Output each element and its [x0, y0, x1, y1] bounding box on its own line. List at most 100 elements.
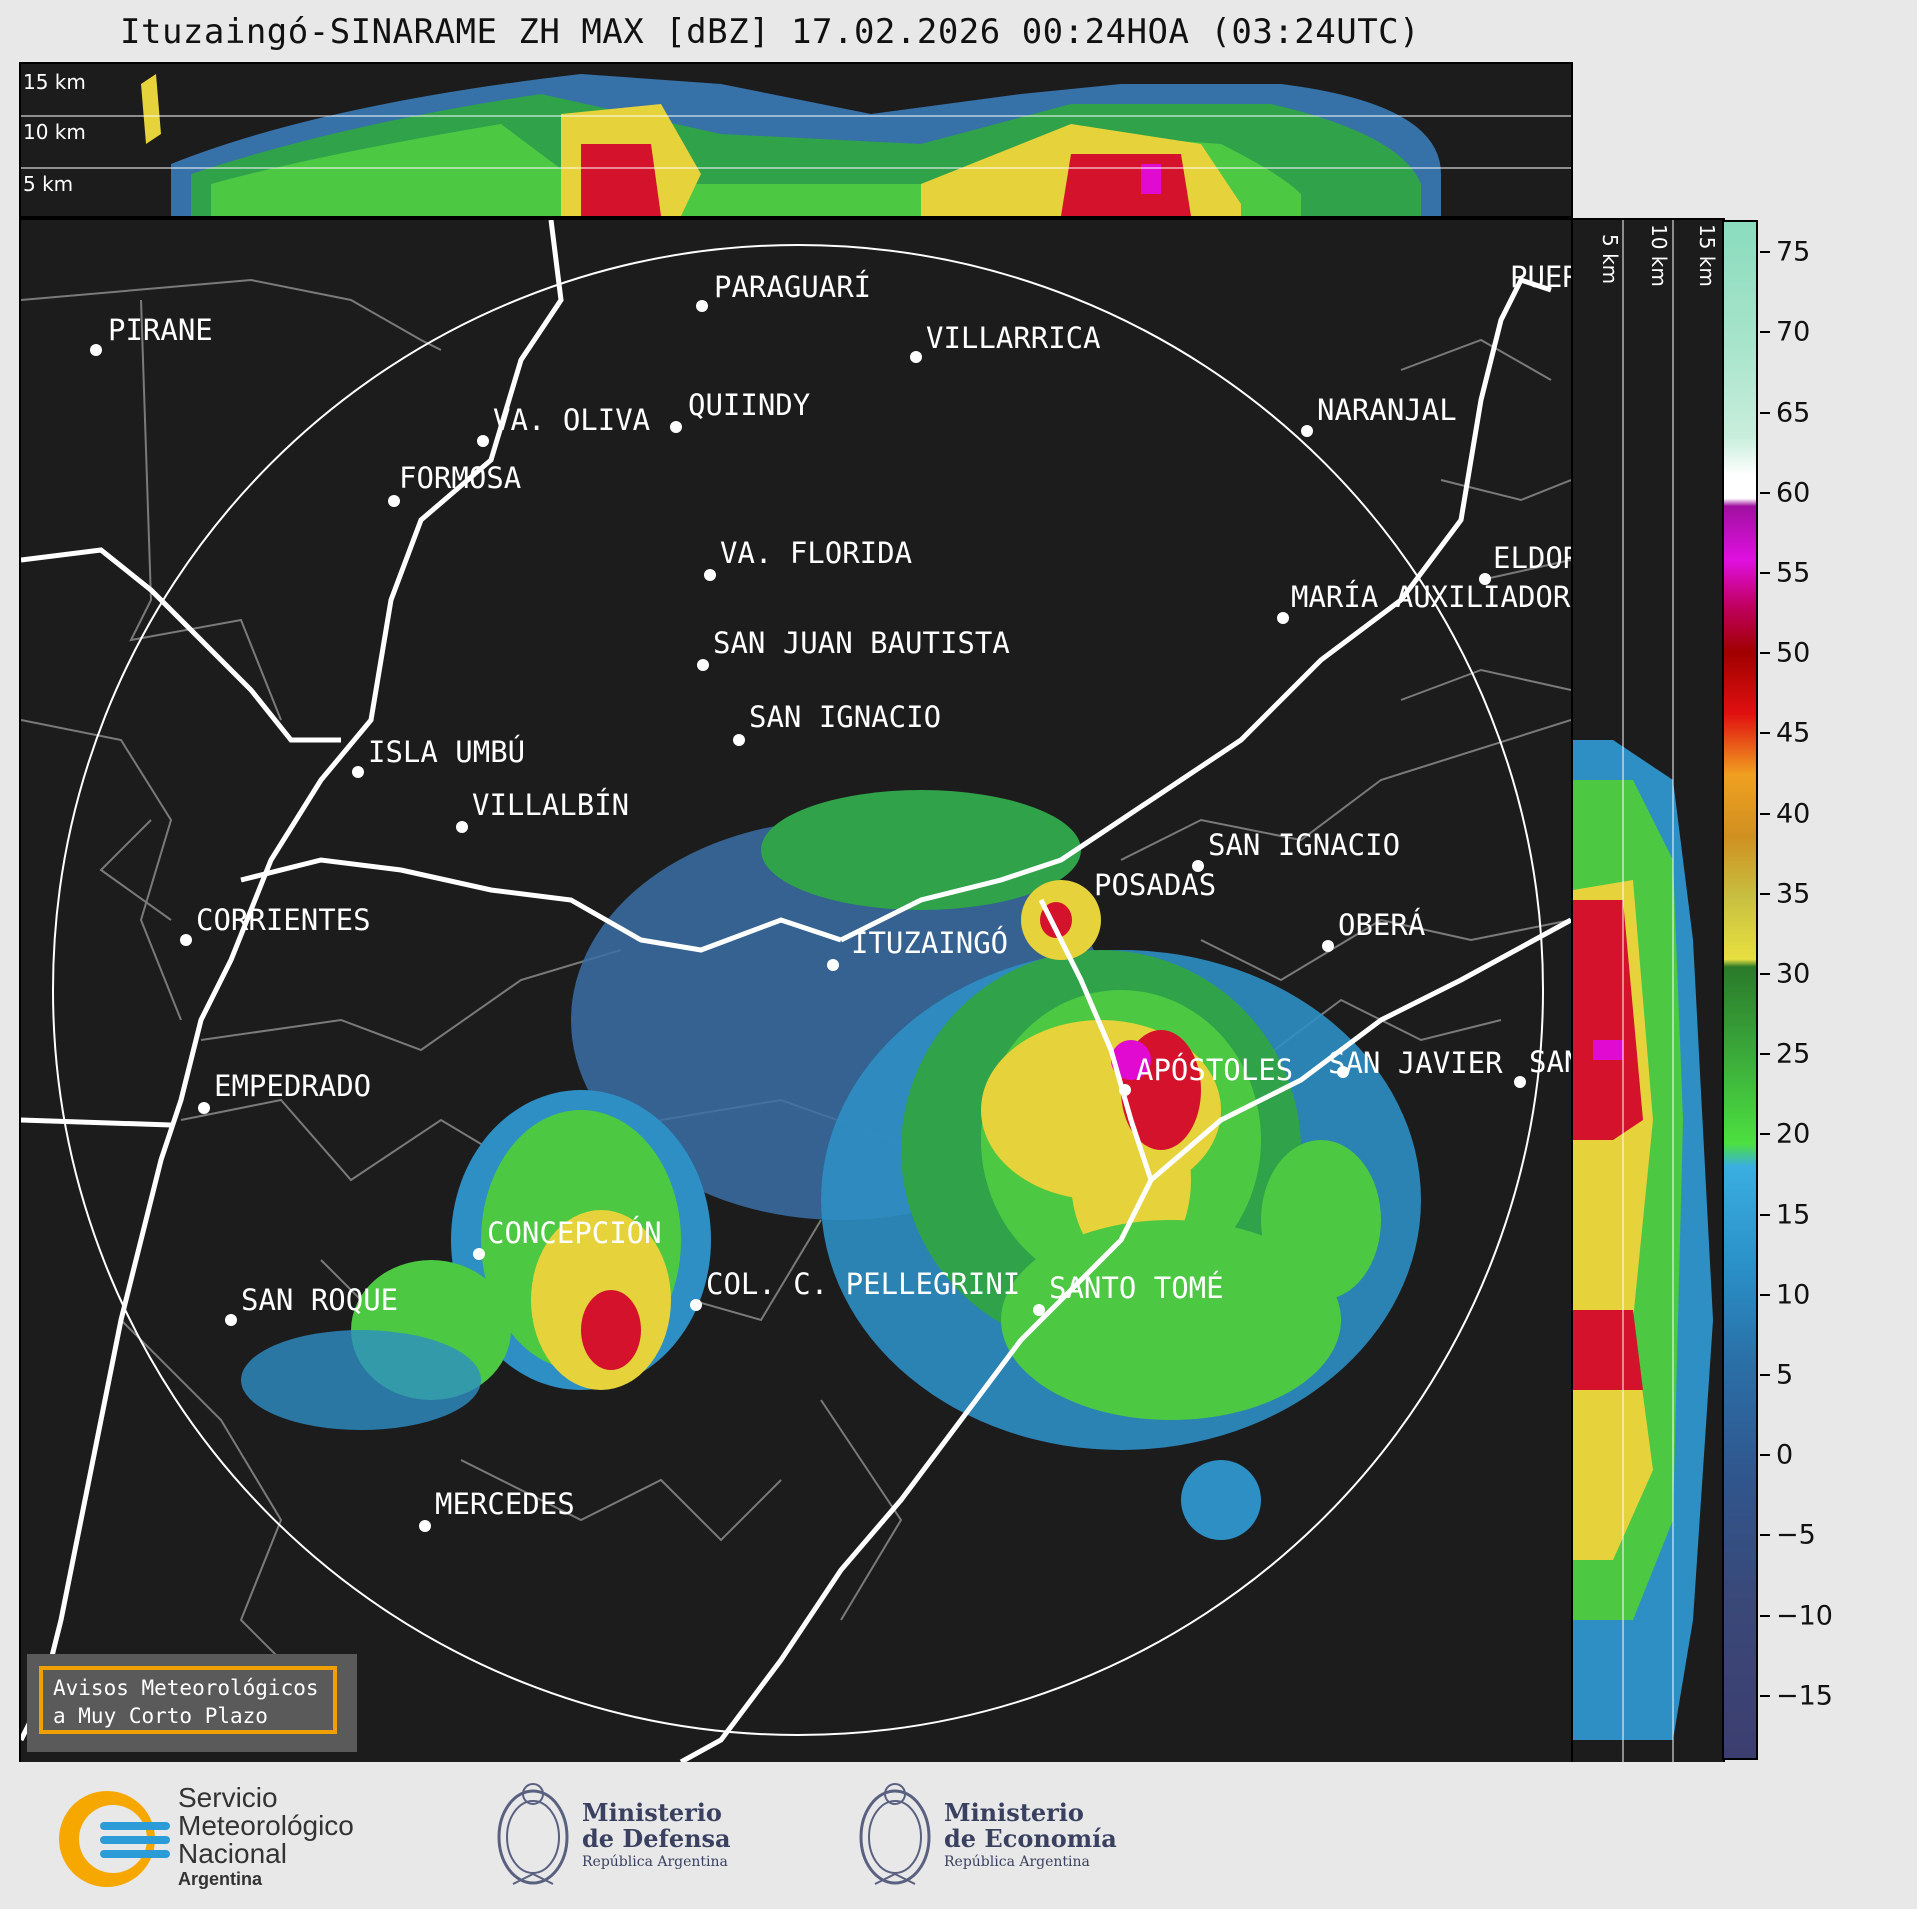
city-marker	[477, 435, 489, 447]
reflectivity-colorbar	[1722, 220, 1758, 1760]
city-label: SAN	[1529, 1045, 1571, 1079]
colorbar-tick	[1760, 1694, 1770, 1697]
city-label: SAN IGNACIO	[1208, 828, 1400, 862]
smn-text: Servicio Meteorológico Nacional Argentin…	[178, 1784, 354, 1890]
city-label: MARÍA AUXILIADORA	[1291, 580, 1571, 614]
city-label: ITUZAINGÓ	[851, 926, 1008, 960]
city-label: POSADAS	[1094, 868, 1216, 902]
city-marker	[419, 1520, 431, 1532]
city-marker	[388, 495, 400, 507]
colorbar-tick	[1760, 331, 1770, 334]
city-label: SAN ROQUE	[241, 1283, 398, 1317]
city-marker	[180, 934, 192, 946]
smn-line2: Meteorológico	[178, 1810, 354, 1841]
side-altitude-15km: 15 km	[1695, 224, 1719, 287]
city-marker	[1301, 425, 1313, 437]
colorbar-tick-label: 50	[1776, 637, 1811, 669]
city-marker	[1119, 1084, 1131, 1096]
colorbar-tick-label: 0	[1776, 1439, 1794, 1471]
city-marker	[733, 734, 745, 746]
city-label: APÓSTOLES	[1136, 1053, 1293, 1087]
defensa-line3: República Argentina	[582, 1854, 728, 1870]
city-label: EMPEDRADO	[214, 1069, 371, 1103]
colorbar-tick	[1760, 251, 1770, 254]
range-ring	[52, 244, 1544, 1736]
city-marker	[1337, 1066, 1349, 1078]
city-marker	[670, 421, 682, 433]
city-label: MERCEDES	[435, 1487, 575, 1521]
altitude-label-5km: 5 km	[23, 172, 74, 196]
colorbar-tick	[1760, 491, 1770, 494]
colorbar-tick-label: 55	[1776, 557, 1811, 589]
colorbar-tick-label: 35	[1776, 878, 1811, 910]
colorbar-tick-label: 75	[1776, 236, 1811, 268]
colorbar-tick-label: 65	[1776, 397, 1811, 428]
colorbar-tick	[1760, 1454, 1770, 1457]
colorbar-tick	[1760, 1133, 1770, 1136]
city-label: VA. OLIVA	[493, 403, 650, 437]
city-label: SAN JAVIER	[1328, 1046, 1503, 1080]
city-markers: PIRANE PARAGUARÍ VILLARRICA QUIINDY VA. …	[90, 260, 1571, 1532]
economia-text: Ministerio de Economía República Argenti…	[944, 1800, 1117, 1872]
city-label: FORMOSA	[399, 461, 521, 495]
chart-title: Ituzaingó-SINARAME ZH MAX [dBZ] 17.02.20…	[120, 12, 1421, 52]
top-echo-profile	[21, 74, 1571, 216]
city-marker	[225, 1314, 237, 1326]
aviso-box[interactable]: Avisos Meteorológicos a Muy Corto Plazo	[27, 1654, 357, 1752]
city-marker	[1322, 940, 1334, 952]
rivers	[21, 220, 1571, 1762]
city-marker	[1277, 612, 1289, 624]
aviso-link[interactable]: Avisos Meteorológicos a Muy Corto Plazo	[39, 1666, 337, 1734]
city-marker	[690, 1299, 702, 1311]
colorbar-tick	[1760, 892, 1770, 895]
city-label: VA. FLORIDA	[720, 536, 912, 570]
city-marker	[456, 821, 468, 833]
city-label: OBERÁ	[1338, 908, 1425, 942]
city-marker	[473, 1248, 485, 1260]
city-label: NARANJAL	[1317, 393, 1457, 427]
colorbar-tick	[1760, 1614, 1770, 1617]
footer: Servicio Meteorológico Nacional Argentin…	[0, 1762, 1917, 1909]
smn-line3: Nacional	[178, 1838, 287, 1869]
city-label: CORRIENTES	[196, 903, 371, 937]
defensa-seal-icon	[497, 1783, 569, 1885]
city-label: QUIINDY	[688, 388, 810, 422]
colorbar-tick-label: 30	[1776, 958, 1811, 990]
colorbar-tick	[1760, 1053, 1770, 1056]
city-marker	[198, 1102, 210, 1114]
economia-line3: República Argentina	[944, 1854, 1090, 1870]
aviso-line1: Avisos Meteorológicos	[53, 1676, 319, 1700]
colorbar-tick	[1760, 571, 1770, 574]
defensa-line2: de Defensa	[582, 1824, 731, 1853]
city-marker	[827, 959, 839, 971]
aviso-line2: a Muy Corto Plazo	[53, 1704, 268, 1728]
colorbar-tick-label: −10	[1776, 1600, 1833, 1632]
colorbar-tick-label: 45	[1776, 717, 1811, 749]
city-marker	[696, 300, 708, 312]
colorbar-tick-label: 20	[1776, 1118, 1811, 1150]
colorbar-tick-label: 10	[1776, 1279, 1811, 1311]
altitude-label-10km: 10 km	[23, 120, 86, 144]
altitude-label-15km: 15 km	[23, 70, 86, 94]
city-label: CONCEPCIÓN	[487, 1216, 662, 1250]
city-label: SAN JUAN BAUTISTA	[713, 626, 1010, 660]
smn-line1: Servicio	[178, 1782, 278, 1813]
city-marker	[1479, 573, 1491, 585]
colorbar-tick	[1760, 972, 1770, 975]
city-label: PUERTO	[1510, 260, 1571, 294]
smn-line4: Argentina	[178, 1869, 263, 1889]
colorbar-tick-label: −15	[1776, 1680, 1833, 1712]
colorbar-tick	[1760, 1213, 1770, 1216]
colorbar-tick	[1760, 732, 1770, 735]
city-marker	[1033, 1304, 1045, 1316]
city-marker	[90, 344, 102, 356]
colorbar-tick-label: 70	[1776, 316, 1811, 348]
defensa-text: Ministerio de Defensa República Argentin…	[582, 1800, 731, 1872]
city-marker	[1514, 1076, 1526, 1088]
colorbar-tick-label: 60	[1776, 477, 1811, 509]
city-marker	[910, 351, 922, 363]
city-marker	[697, 659, 709, 671]
map-canvas: PIRANE PARAGUARÍ VILLARRICA QUIINDY VA. …	[21, 220, 1571, 1762]
colorbar-tick-label: 5	[1776, 1359, 1794, 1391]
colorbar-tick-label: 40	[1776, 798, 1811, 830]
